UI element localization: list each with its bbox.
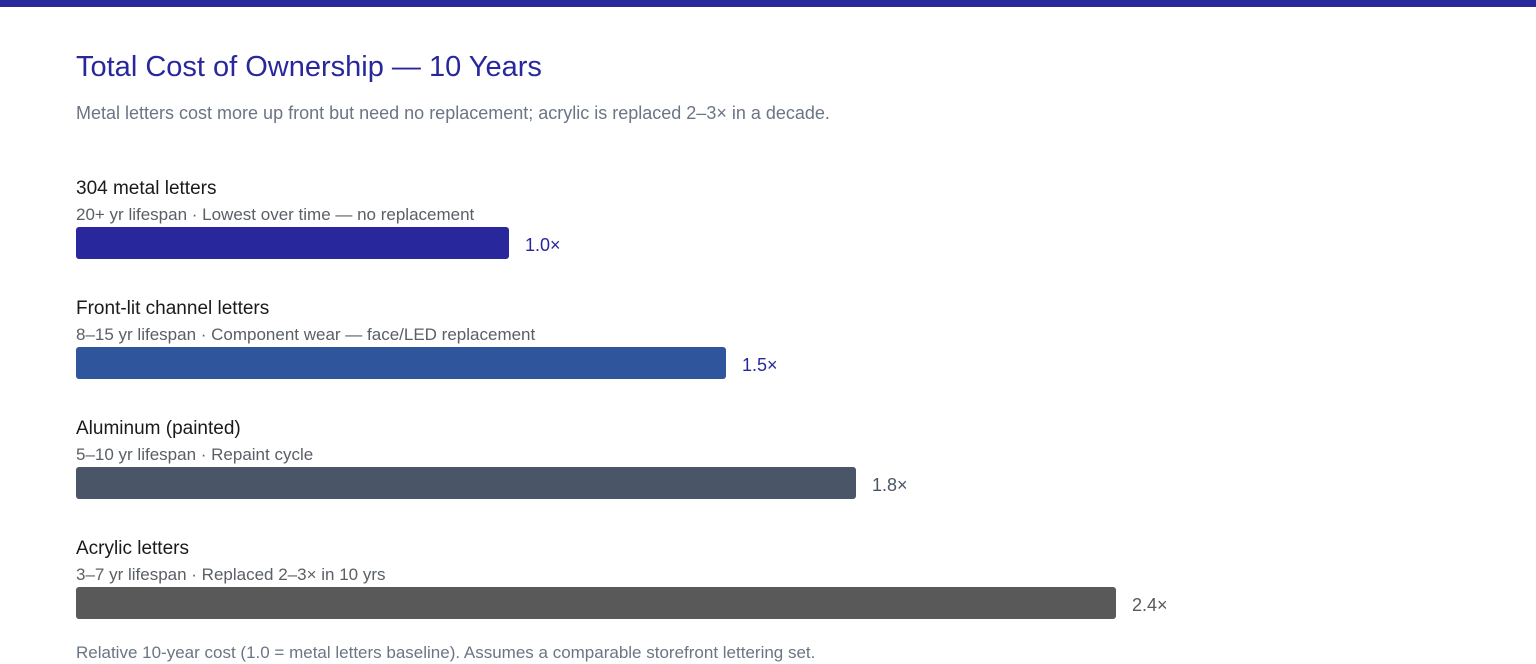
bar [76, 227, 509, 259]
bar-value-label: 1.0× [525, 235, 561, 255]
bar-description: 20+ yr lifespan · Lowest over time — no … [76, 205, 475, 224]
bar-value-label: 1.8× [872, 475, 908, 495]
bar-category-label: Front-lit channel letters [76, 298, 270, 319]
bar-category-label: 304 metal letters [76, 178, 217, 199]
bar-value-label: 2.4× [1132, 595, 1168, 615]
bar-description: 3–7 yr lifespan · Replaced 2–3× in 10 yr… [76, 565, 386, 584]
chart-footnote: Relative 10-year cost (1.0 = metal lette… [76, 643, 816, 662]
bar [76, 587, 1116, 619]
bar [76, 467, 856, 499]
bar-row: 304 metal letters 20+ yr lifespan · Lowes… [76, 178, 1476, 278]
bar-category-label: Aluminum (painted) [76, 418, 241, 439]
bar-row: Front-lit channel letters 8–15 yr lifespa… [76, 298, 1476, 398]
top-accent-bar [0, 0, 1536, 7]
bar [76, 347, 726, 379]
bar-description: 5–10 yr lifespan · Repaint cycle [76, 445, 314, 464]
bar-row: Acrylic letters 3–7 yr lifespan · Replace… [76, 538, 1476, 638]
chart-subtitle: Metal letters cost more up front but nee… [76, 103, 830, 123]
bar-category-label: Acrylic letters [76, 538, 189, 559]
chart-title: Total Cost of Ownership — 10 Years [76, 51, 542, 83]
bar-description: 8–15 yr lifespan · Component wear — face… [76, 325, 536, 344]
bar-value-label: 1.5× [742, 355, 778, 375]
bar-row: Aluminum (painted) 5–10 yr lifespan · Rep… [76, 418, 1476, 518]
